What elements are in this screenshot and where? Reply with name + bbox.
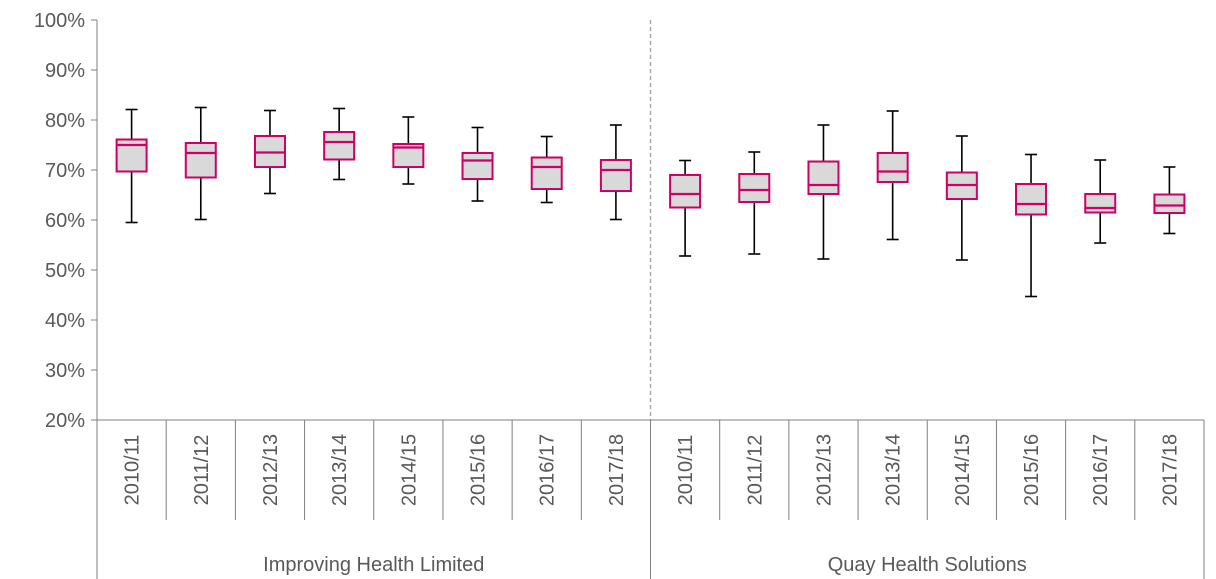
y-tick-label: 20% bbox=[45, 410, 85, 432]
iqr-box bbox=[392, 143, 425, 168]
y-tick-label: 70% bbox=[45, 160, 85, 182]
x-category-label: 2016/17 bbox=[537, 434, 559, 506]
iqr-box bbox=[807, 160, 840, 195]
x-category-label: 2010/11 bbox=[122, 435, 144, 506]
x-category-label: 2014/15 bbox=[952, 434, 974, 506]
iqr-box bbox=[461, 152, 494, 180]
y-tick-label: 60% bbox=[45, 210, 85, 232]
x-category-label: 2014/15 bbox=[398, 434, 420, 506]
iqr-box bbox=[1015, 183, 1048, 216]
plot-area bbox=[115, 20, 1186, 420]
y-tick-label: 30% bbox=[45, 360, 85, 382]
iqr-box bbox=[738, 173, 771, 203]
x-category-label: 2015/16 bbox=[1021, 434, 1043, 506]
y-tick-label: 90% bbox=[45, 60, 85, 82]
iqr-box bbox=[323, 131, 356, 161]
y-tick-label: 80% bbox=[45, 110, 85, 132]
x-category-label: 2015/16 bbox=[468, 434, 490, 506]
x-category-label: 2011/12 bbox=[191, 435, 213, 506]
iqr-box bbox=[1153, 193, 1186, 214]
group-label: Improving Health Limited bbox=[263, 554, 484, 576]
iqr-box bbox=[599, 159, 632, 192]
iqr-box bbox=[1084, 193, 1117, 214]
x-category-label: 2013/14 bbox=[329, 434, 351, 506]
x-category-label: 2016/17 bbox=[1090, 434, 1112, 506]
y-tick-label: 40% bbox=[45, 310, 85, 332]
x-category-label: 2011/12 bbox=[744, 435, 766, 506]
x-category-label: 2017/18 bbox=[606, 434, 628, 506]
y-tick-label: 50% bbox=[45, 260, 85, 282]
iqr-box bbox=[530, 156, 563, 190]
x-category-label: 2012/13 bbox=[813, 434, 835, 506]
iqr-box bbox=[669, 174, 702, 209]
group-label: Quay Health Solutions bbox=[828, 554, 1027, 576]
iqr-box bbox=[184, 142, 217, 179]
x-category-label: 2012/13 bbox=[260, 434, 282, 506]
x-category-label: 2017/18 bbox=[1159, 434, 1181, 506]
y-tick-label: 100% bbox=[34, 10, 85, 32]
y-axis: 20% 30% 40% 50% 60% 70% 80% 90% 100% bbox=[34, 10, 98, 432]
x-axis: 2010/11 2011/12 2012/13 2013/14 2014/15 2015/… bbox=[96, 419, 1205, 579]
x-category-label: 2010/11 bbox=[675, 435, 697, 506]
iqr-box bbox=[876, 152, 909, 183]
x-category-label: 2013/14 bbox=[883, 434, 905, 506]
